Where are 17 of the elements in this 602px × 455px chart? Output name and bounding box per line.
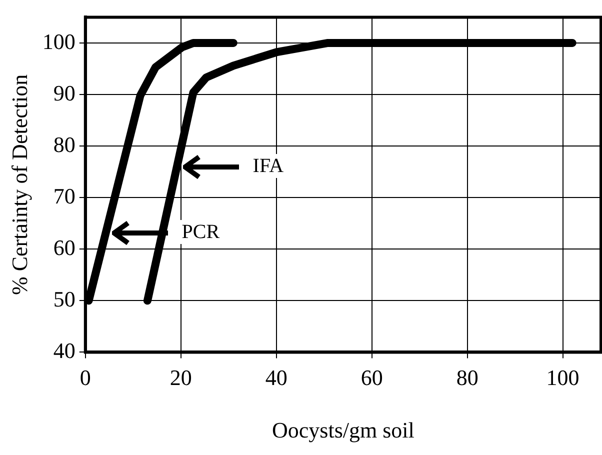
y-axis-title: % Certainty of Detection	[6, 74, 32, 295]
x-axis-title: Oocysts/gm soil	[272, 418, 414, 443]
y-tick-label: 50	[53, 286, 76, 312]
x-tick-label: 80	[456, 365, 478, 390]
x-tick-label: 40	[265, 365, 288, 390]
x-tick-label: 60	[360, 365, 383, 390]
y-tick-label: 100	[42, 28, 76, 54]
y-tick-label: 90	[53, 80, 76, 106]
x-tick-label: 20	[170, 365, 192, 390]
x-tick-label: 100	[546, 365, 580, 390]
y-tick-label: 40	[53, 338, 76, 363]
x-tick-label: 0	[80, 365, 91, 390]
legend-label: PCR	[180, 220, 222, 244]
y-tick-label: 80	[53, 132, 76, 157]
legend-label: IFA	[250, 154, 286, 178]
y-tick-label: 60	[53, 234, 76, 260]
y-tick-label: 70	[53, 183, 76, 208]
